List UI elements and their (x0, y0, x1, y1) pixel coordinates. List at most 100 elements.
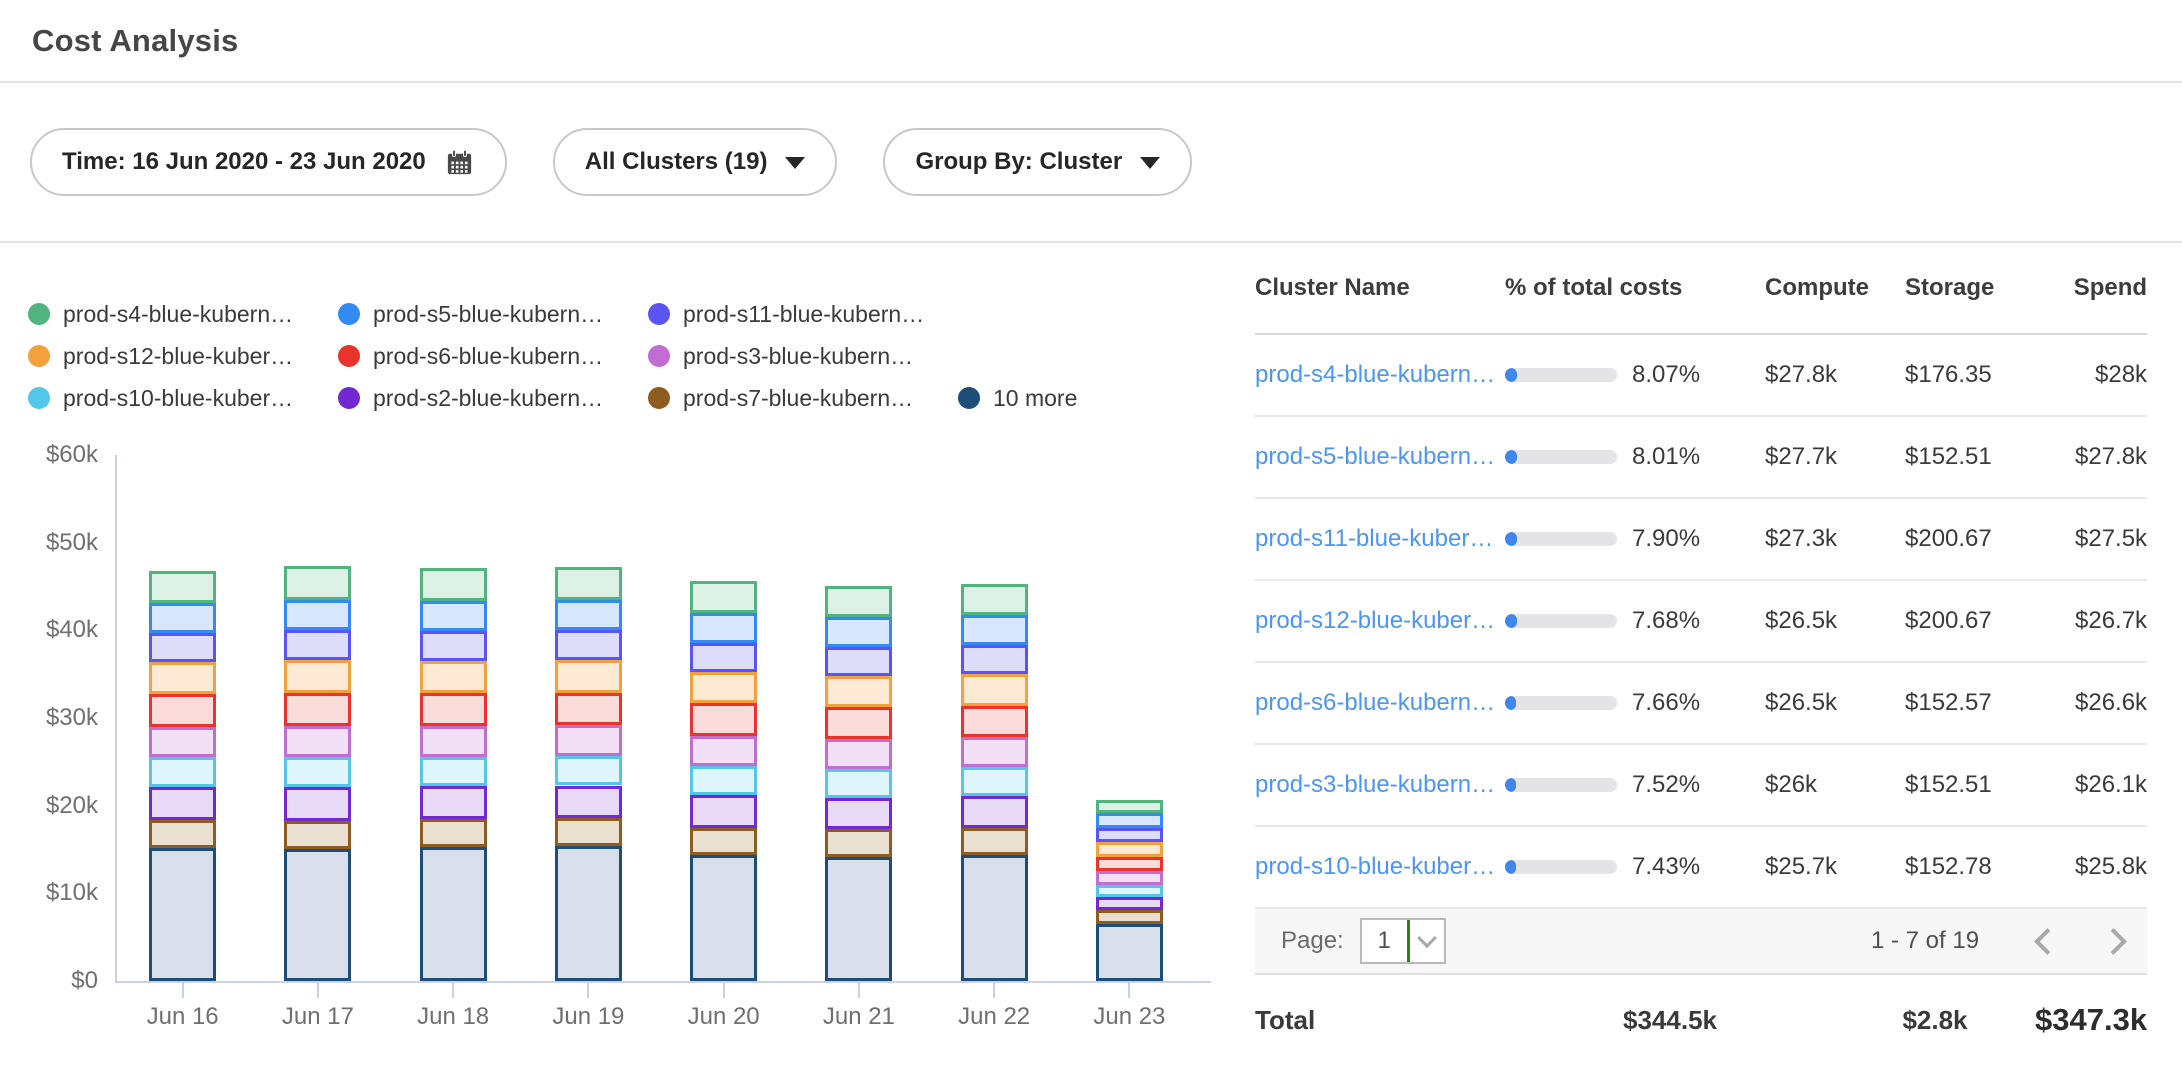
bar-segment[interactable] (1095, 828, 1163, 843)
bar-segment[interactable] (284, 725, 352, 758)
bar-segment[interactable] (149, 819, 217, 848)
bar-segment[interactable] (960, 737, 1028, 768)
legend-item[interactable]: prod-s11-blue-kubern… (648, 301, 924, 328)
bar-segment[interactable] (419, 725, 487, 757)
bar-segment[interactable] (149, 757, 217, 788)
bar-segment[interactable] (149, 847, 217, 981)
bar-segment[interactable] (825, 797, 893, 830)
bar-segment[interactable] (825, 675, 893, 708)
legend-item[interactable]: prod-s12-blue-kuber… (28, 343, 338, 370)
bar-segment[interactable] (1095, 842, 1163, 857)
bar-segment[interactable] (419, 568, 487, 601)
bar-segment[interactable] (149, 570, 217, 604)
bar-segment[interactable] (554, 817, 622, 846)
bar-segment[interactable] (1095, 924, 1163, 981)
bar-segment[interactable] (825, 768, 893, 798)
legend-item[interactable]: prod-s4-blue-kubern… (28, 301, 338, 328)
cluster-name-link[interactable]: prod-s10-blue-kuber… (1255, 853, 1496, 880)
bar-segment[interactable] (1095, 909, 1163, 924)
legend-item[interactable]: prod-s2-blue-kubern… (338, 385, 648, 412)
bar-segment[interactable] (419, 600, 487, 632)
bar-segment[interactable] (149, 726, 217, 758)
bar-segment[interactable] (690, 766, 758, 796)
bar-segment[interactable] (1095, 896, 1163, 910)
bar-segment[interactable] (554, 755, 622, 786)
bar-segment[interactable] (825, 707, 893, 740)
bar-segment[interactable] (690, 581, 758, 613)
cluster-name-link[interactable]: prod-s5-blue-kubern… (1255, 443, 1496, 470)
bar-segment[interactable] (284, 787, 352, 821)
bar-segment[interactable] (690, 854, 758, 981)
legend-item[interactable]: prod-s10-blue-kuber… (28, 385, 338, 412)
legend-item[interactable]: prod-s3-blue-kubern… (648, 343, 913, 370)
bar-segment[interactable] (960, 645, 1028, 675)
cluster-name-link[interactable]: prod-s12-blue-kuber… (1255, 607, 1496, 634)
bar-segment[interactable] (960, 674, 1028, 706)
bar-segment[interactable] (1095, 871, 1163, 886)
bar-segment[interactable] (554, 599, 622, 631)
legend-item[interactable]: prod-s7-blue-kubern… (648, 385, 958, 412)
bar-segment[interactable] (825, 617, 893, 647)
bar-segment[interactable] (690, 642, 758, 672)
bar-segment[interactable] (960, 615, 1028, 646)
bar-segment[interactable] (149, 603, 217, 633)
cluster-name-link[interactable]: prod-s3-blue-kubern… (1255, 771, 1496, 798)
bar-segment[interactable] (690, 703, 758, 736)
bar-segment[interactable] (825, 739, 893, 769)
bar-segment[interactable] (825, 856, 893, 981)
bar-segment[interactable] (419, 818, 487, 847)
bar-segment[interactable] (149, 632, 217, 662)
bar-segment[interactable] (419, 661, 487, 694)
bar-segment[interactable] (825, 829, 893, 857)
cluster-name-link[interactable]: prod-s4-blue-kubern… (1255, 361, 1496, 388)
bar-segment[interactable] (284, 757, 352, 788)
bar-segment[interactable] (960, 827, 1028, 855)
bar-segment[interactable] (960, 705, 1028, 738)
legend-item[interactable]: 10 more (958, 385, 1077, 412)
bar-segment[interactable] (554, 630, 622, 661)
group-by-dropdown[interactable]: Group By: Cluster (883, 128, 1193, 196)
bar-segment[interactable] (419, 756, 487, 787)
cluster-name-link[interactable]: prod-s11-blue-kuber… (1255, 525, 1494, 552)
bar-segment[interactable] (690, 671, 758, 704)
bar-segment[interactable] (554, 660, 622, 693)
bar-segment[interactable] (1095, 812, 1163, 829)
bar-segment[interactable] (284, 630, 352, 661)
bar-segment[interactable] (284, 820, 352, 849)
bar-segment[interactable] (960, 796, 1028, 828)
bar-segment[interactable] (554, 567, 622, 600)
bar-segment[interactable] (149, 787, 217, 820)
bar-segment[interactable] (554, 785, 622, 818)
bar-segment[interactable] (825, 646, 893, 676)
bar-segment[interactable] (284, 566, 352, 600)
bar-segment[interactable] (284, 599, 352, 631)
bar-segment[interactable] (554, 725, 622, 756)
bar-segment[interactable] (825, 585, 893, 618)
bar-segment[interactable] (1095, 799, 1163, 813)
bar-segment[interactable] (1095, 856, 1163, 872)
legend-item[interactable]: prod-s6-blue-kubern… (338, 343, 648, 370)
bar-segment[interactable] (419, 846, 487, 981)
bar-segment[interactable] (284, 848, 352, 981)
next-page-button[interactable] (2093, 921, 2133, 961)
bar-segment[interactable] (690, 735, 758, 767)
legend-item[interactable]: prod-s5-blue-kubern… (338, 301, 648, 328)
time-range-picker[interactable]: Time: 16 Jun 2020 - 23 Jun 2020 (30, 128, 507, 196)
bar-segment[interactable] (960, 854, 1028, 981)
bar-segment[interactable] (690, 612, 758, 643)
bar-segment[interactable] (554, 845, 622, 981)
bar-segment[interactable] (149, 694, 217, 727)
bar-segment[interactable] (284, 660, 352, 693)
clusters-filter-dropdown[interactable]: All Clusters (19) (552, 128, 838, 196)
bar-segment[interactable] (960, 767, 1028, 796)
cluster-name-link[interactable]: prod-s6-blue-kubern… (1255, 689, 1496, 716)
bar-segment[interactable] (960, 583, 1028, 616)
bar-segment[interactable] (419, 786, 487, 819)
bar-segment[interactable] (690, 827, 758, 855)
bar-segment[interactable] (554, 692, 622, 725)
page-select[interactable]: 1 (1359, 918, 1446, 964)
bar-segment[interactable] (1095, 885, 1163, 897)
bar-segment[interactable] (419, 693, 487, 726)
bar-segment[interactable] (419, 631, 487, 661)
bar-segment[interactable] (690, 795, 758, 828)
